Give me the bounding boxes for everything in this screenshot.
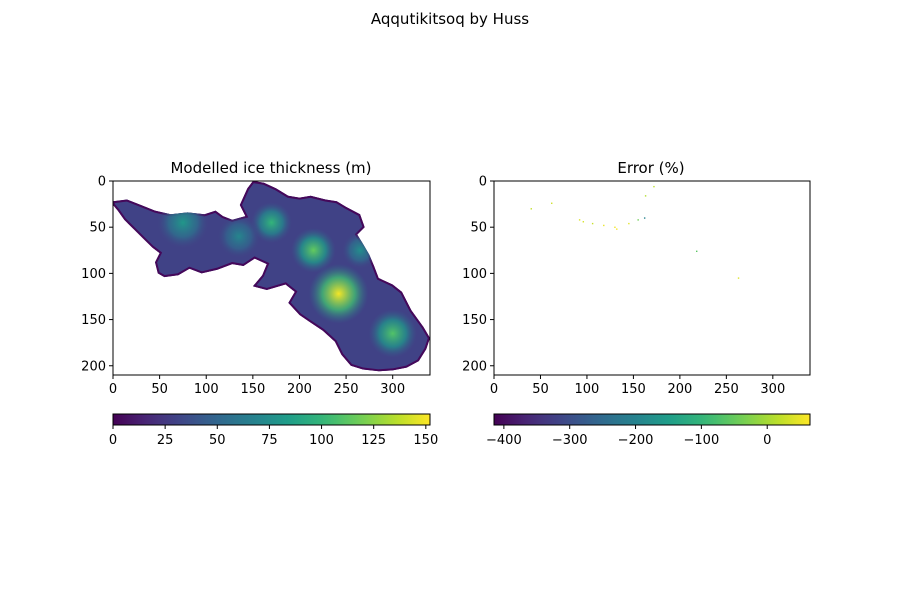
colorbar-tick-label: −300 [552, 433, 588, 448]
colorbar-tick-label: 125 [361, 433, 386, 448]
error-point [591, 222, 594, 225]
thickness-peak [308, 263, 369, 324]
colorbar-tick-label: −100 [684, 433, 720, 448]
y-tick-label: 50 [89, 221, 106, 236]
error-x-axis: 0 50 100 150 200 250 300 [490, 375, 785, 397]
thickness-panel: Modelled ice thickness (m) 0 50 100 150 200 2… [81, 159, 438, 448]
error-point [653, 185, 655, 188]
error-colorbar-gradient [493, 413, 811, 426]
error-point [637, 219, 639, 221]
error-point [530, 208, 532, 210]
error-point [628, 222, 630, 225]
thickness-y-axis: 0 50 100 150 200 [81, 175, 113, 374]
x-tick-label: 150 [240, 382, 265, 397]
figure-title: Aqqutikitsoq by Huss [371, 10, 529, 28]
colorbar-tick-label: 75 [261, 433, 278, 448]
error-heatmap [530, 185, 740, 279]
y-tick-label: 150 [81, 313, 106, 328]
error-colorbar-ticks: −400 −300 −200 −100 0 [486, 425, 771, 448]
colorbar-tick-label: 0 [763, 433, 771, 448]
y-tick-label: 200 [462, 359, 487, 374]
error-point [644, 195, 647, 197]
thickness-peak [291, 227, 336, 273]
thickness-title: Modelled ice thickness (m) [170, 159, 371, 177]
x-tick-label: 100 [575, 382, 600, 397]
error-point [578, 219, 581, 221]
error-axes-frame [493, 180, 811, 376]
y-tick-label: 100 [462, 267, 487, 282]
x-tick-label: 250 [334, 382, 359, 397]
thickness-colorbar: 0 25 50 75 100 125 150 [109, 413, 438, 448]
thickness-colorbar-gradient [112, 413, 431, 426]
error-point [551, 202, 553, 204]
colorbar-tick-label: 0 [109, 433, 117, 448]
thickness-heatmap [113, 181, 430, 372]
error-point [643, 217, 646, 219]
x-tick-label: 300 [760, 382, 785, 397]
error-point [603, 224, 605, 227]
thickness-peak [368, 309, 417, 358]
x-tick-label: 50 [532, 382, 549, 397]
y-tick-label: 0 [98, 175, 106, 190]
colorbar-tick-label: 25 [157, 433, 174, 448]
y-tick-label: 200 [81, 359, 106, 374]
error-point [696, 250, 698, 253]
thickness-peak [156, 196, 210, 249]
x-tick-label: 50 [151, 382, 168, 397]
y-tick-label: 0 [479, 175, 487, 190]
error-point [582, 221, 585, 223]
colorbar-tick-label: −200 [618, 433, 654, 448]
thickness-peak [216, 214, 262, 259]
thickness-axes-frame [112, 180, 431, 376]
x-tick-label: 0 [109, 382, 117, 397]
x-tick-label: 0 [490, 382, 498, 397]
colorbar-tick-label: 100 [309, 433, 334, 448]
error-y-axis: 0 50 100 150 200 [462, 175, 494, 374]
glacier-ice [113, 181, 430, 372]
colorbar-tick-label: −400 [486, 433, 522, 448]
error-colorbar: −400 −300 −200 −100 0 [486, 413, 811, 448]
thickness-peak [250, 202, 293, 244]
colorbar-tick-label: 50 [209, 433, 226, 448]
x-tick-label: 300 [380, 382, 405, 397]
x-tick-label: 250 [714, 382, 739, 397]
x-tick-label: 100 [194, 382, 219, 397]
x-tick-label: 150 [621, 382, 646, 397]
colorbar-tick-label: 150 [413, 433, 438, 448]
x-tick-label: 200 [287, 382, 312, 397]
thickness-x-axis: 0 50 100 150 200 250 300 [109, 375, 405, 397]
thickness-peak [341, 231, 379, 269]
y-tick-label: 100 [81, 267, 106, 282]
error-point [614, 226, 616, 228]
error-point [737, 277, 740, 279]
error-title: Error (%) [617, 159, 684, 177]
error-point [616, 228, 618, 230]
y-tick-label: 150 [462, 313, 487, 328]
x-tick-label: 200 [667, 382, 692, 397]
error-panel: Error (%) 0 50 100 150 200 250 300 0 50 100 150 20… [462, 159, 811, 448]
thickness-colorbar-ticks: 0 25 50 75 100 125 150 [109, 425, 438, 448]
y-tick-label: 50 [470, 221, 487, 236]
